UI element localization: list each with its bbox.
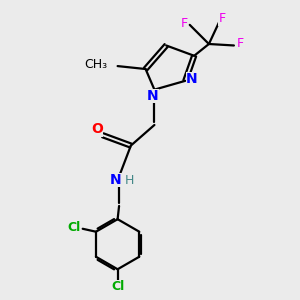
Text: N: N — [110, 173, 122, 187]
Text: Cl: Cl — [68, 221, 81, 234]
Text: Cl: Cl — [111, 280, 124, 293]
Text: N: N — [147, 89, 159, 103]
Text: F: F — [237, 38, 244, 50]
Text: F: F — [181, 17, 188, 30]
Text: F: F — [219, 13, 226, 26]
Text: O: O — [91, 122, 103, 136]
Text: H: H — [125, 173, 134, 187]
Text: N: N — [186, 72, 198, 86]
Text: CH₃: CH₃ — [84, 58, 107, 71]
